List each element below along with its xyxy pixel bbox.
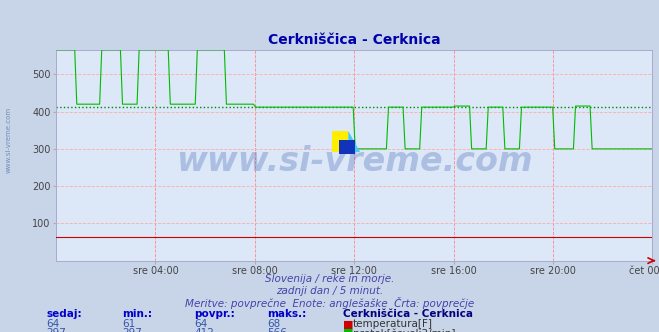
Text: Meritve: povprečne  Enote: anglešaške  Črta: povprečje: Meritve: povprečne Enote: anglešaške Črt… [185, 297, 474, 309]
Text: zadnji dan / 5 minut.: zadnji dan / 5 minut. [276, 286, 383, 295]
Text: sedaj:: sedaj: [46, 309, 82, 319]
Text: 566: 566 [267, 328, 287, 332]
Text: 61: 61 [122, 319, 135, 329]
Text: ■: ■ [343, 328, 353, 332]
Text: povpr.:: povpr.: [194, 309, 235, 319]
Text: www.si-vreme.com: www.si-vreme.com [176, 145, 532, 178]
Text: 412: 412 [194, 328, 214, 332]
Text: 64: 64 [194, 319, 208, 329]
Text: min.:: min.: [122, 309, 152, 319]
Text: 64: 64 [46, 319, 59, 329]
Text: pretok[čevelj3/min]: pretok[čevelj3/min] [353, 328, 455, 332]
Text: Slovenija / reke in morje.: Slovenija / reke in morje. [265, 274, 394, 284]
FancyBboxPatch shape [331, 131, 348, 152]
Polygon shape [348, 131, 360, 152]
FancyBboxPatch shape [339, 140, 355, 153]
Text: www.si-vreme.com: www.si-vreme.com [5, 106, 12, 173]
Text: 68: 68 [267, 319, 280, 329]
Text: 297: 297 [46, 328, 66, 332]
Text: Cerkniščica - Cerknica: Cerkniščica - Cerknica [343, 309, 473, 319]
Text: ■: ■ [343, 319, 353, 329]
Text: 297: 297 [122, 328, 142, 332]
Text: maks.:: maks.: [267, 309, 306, 319]
Title: Cerkniščica - Cerknica: Cerkniščica - Cerknica [268, 33, 440, 47]
Text: temperatura[F]: temperatura[F] [353, 319, 432, 329]
